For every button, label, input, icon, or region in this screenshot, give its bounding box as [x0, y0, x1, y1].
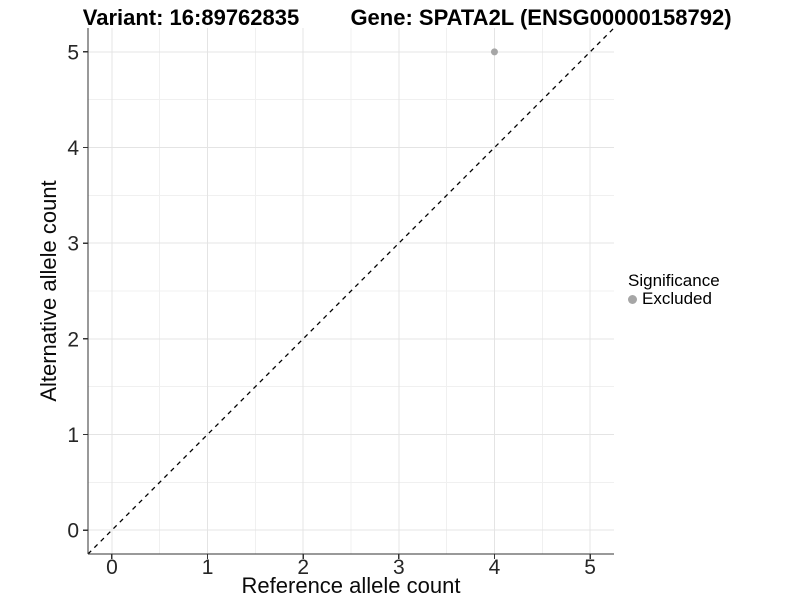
x-axis-title: Reference allele count — [241, 573, 461, 598]
x-tick-label: 5 — [584, 556, 596, 579]
y-axis-title: Alternative allele count — [36, 180, 61, 402]
legend-title: Significance — [628, 271, 720, 290]
y-tick-label: 1 — [67, 424, 79, 447]
data-point — [490, 48, 498, 56]
y-tick-label: 5 — [67, 41, 79, 64]
x-tick-label: 3 — [393, 556, 405, 579]
y-tick-label: 4 — [67, 137, 79, 160]
plot-title-gene: Gene: SPATA2L (ENSG00000158792) — [350, 5, 732, 30]
y-tick-label: 0 — [67, 520, 79, 543]
x-tick-label: 0 — [106, 556, 118, 579]
legend: Significance Excluded — [628, 272, 720, 307]
x-tick-label: 2 — [297, 556, 309, 579]
legend-point-icon — [628, 294, 637, 304]
y-tick-label: 3 — [67, 233, 79, 256]
identity-line — [87, 27, 615, 555]
y-tick-label: 2 — [67, 328, 79, 351]
plot-title-variant: Variant: 16:89762835 — [82, 5, 300, 30]
x-tick-label: 4 — [489, 556, 501, 579]
x-tick-label: 1 — [202, 556, 214, 579]
legend-entry-excluded: Excluded — [628, 289, 720, 308]
legend-entry-label: Excluded — [642, 289, 712, 308]
